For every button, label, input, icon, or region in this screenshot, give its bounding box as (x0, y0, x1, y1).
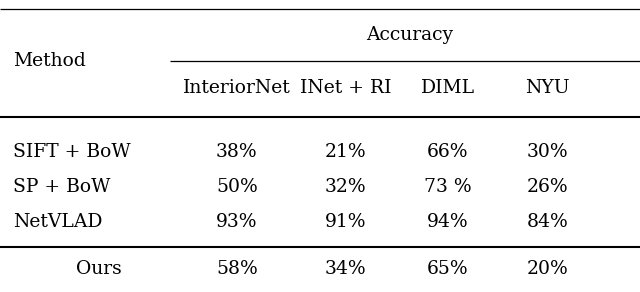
Text: SIFT + BoW: SIFT + BoW (13, 143, 131, 161)
Text: DIML: DIML (421, 79, 475, 97)
Text: 91%: 91% (325, 213, 366, 231)
Text: 32%: 32% (324, 178, 367, 196)
Text: NetVLAD: NetVLAD (13, 213, 102, 231)
Text: 66%: 66% (428, 143, 468, 161)
Text: 26%: 26% (526, 178, 568, 196)
Text: 34%: 34% (324, 260, 367, 278)
Text: 58%: 58% (216, 260, 258, 278)
Text: 84%: 84% (526, 213, 568, 231)
Text: INet + RI: INet + RI (300, 79, 391, 97)
Text: Method: Method (13, 52, 86, 70)
Text: NYU: NYU (525, 79, 570, 97)
Text: 30%: 30% (526, 143, 568, 161)
Text: Ours: Ours (76, 260, 122, 278)
Text: InteriorNet: InteriorNet (183, 79, 291, 97)
Text: 94%: 94% (427, 213, 469, 231)
Text: SP + BoW: SP + BoW (13, 178, 110, 196)
Text: Accuracy: Accuracy (366, 26, 453, 44)
Text: 21%: 21% (324, 143, 367, 161)
Text: 65%: 65% (427, 260, 469, 278)
Text: 93%: 93% (216, 213, 257, 231)
Text: 50%: 50% (216, 178, 258, 196)
Text: 38%: 38% (216, 143, 258, 161)
Text: 20%: 20% (526, 260, 568, 278)
Text: 73 %: 73 % (424, 178, 472, 196)
